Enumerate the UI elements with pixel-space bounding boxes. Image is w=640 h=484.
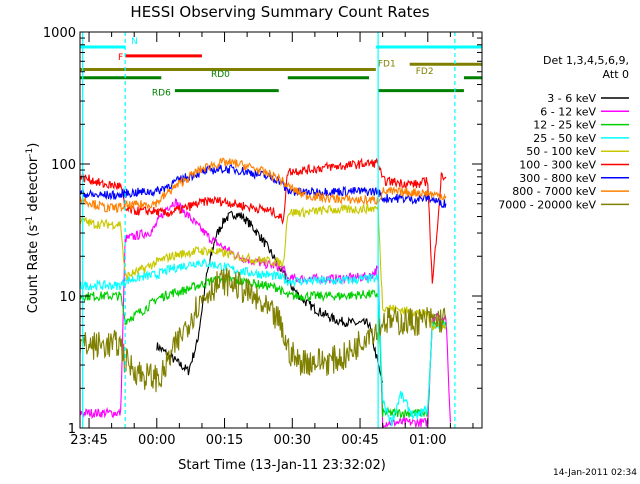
- legend-label-2: 6 - 12 keV: [540, 105, 596, 118]
- legend-label-8: 800 - 7000 keV: [512, 185, 596, 198]
- x-tick-label-4: 00:30: [274, 433, 311, 448]
- x-axis-label: Start Time (13-Jan-11 23:32:02): [178, 458, 386, 473]
- footer-timestamp: 14-Jan-2011 02:34: [553, 468, 637, 478]
- x-tick-label-1: 23:45: [70, 433, 107, 448]
- y-tick-label-1: 1: [68, 422, 76, 437]
- y-tick-label-2: 10: [59, 290, 76, 305]
- series-line-3: [80, 274, 447, 420]
- plot-frame: [79, 31, 483, 429]
- y-tick-label-3: 100: [51, 158, 76, 173]
- x-tick-label-2: 00:00: [138, 433, 175, 448]
- x-tick-label-5: 00:45: [341, 433, 378, 448]
- legend-header-2: Att 0: [603, 68, 629, 81]
- series-line-7: [80, 164, 447, 209]
- series-line-1: [156, 210, 384, 383]
- x-tick-label-6: 01:00: [409, 433, 446, 448]
- x-tick-label-3: 00:15: [206, 433, 243, 448]
- legend-label-3: 12 - 25 keV: [533, 119, 596, 132]
- state-bar-label-N: N: [131, 37, 138, 47]
- series-line-9: [80, 267, 447, 393]
- series-line-6: [80, 157, 447, 284]
- legend-label-4: 25 - 50 keV: [533, 132, 596, 145]
- state-bar-label-RD0: RD0: [211, 70, 230, 80]
- chart-title: HESSI Observing Summary Count Rates: [130, 3, 429, 21]
- legend-label-6: 100 - 300 keV: [519, 159, 596, 172]
- series-line-4: [80, 257, 447, 427]
- legend-label-9: 7000 - 20000 keV: [498, 198, 596, 211]
- y-axis-label: Count Rate (s-1 detector-1): [25, 143, 41, 314]
- legend-label-7: 300 - 800 keV: [519, 172, 596, 185]
- legend-label-5: 50 - 100 keV: [526, 145, 596, 158]
- state-bar-label-RD6: RD6: [152, 89, 171, 99]
- series-line-5: [80, 203, 447, 332]
- state-bar-label-FD2: FD2: [416, 67, 434, 77]
- legend-header-1: Det 1,3,4,5,6,9,: [543, 54, 629, 67]
- state-bar-label-FD1: FD1: [378, 59, 396, 69]
- legend-label-1: 3 - 6 keV: [547, 92, 596, 105]
- series-line-8: [80, 157, 447, 214]
- state-bar-label-F: F: [118, 53, 123, 63]
- y-tick-label-4: 1000: [43, 26, 76, 41]
